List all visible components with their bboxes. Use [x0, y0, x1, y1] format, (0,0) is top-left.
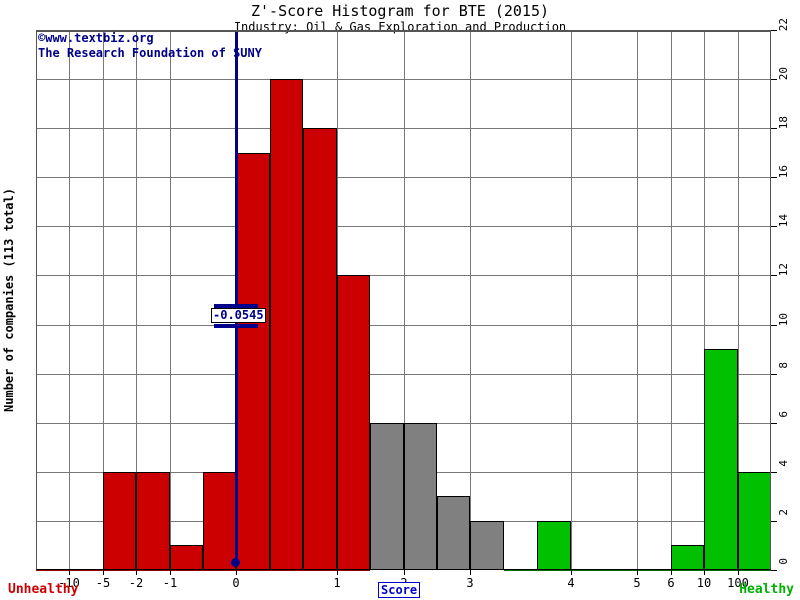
unhealthy-zone-label: Unhealthy: [8, 582, 79, 597]
histogram-bar: [370, 422, 404, 570]
y-tick-mark-4: [771, 471, 777, 473]
x-tick-mark--1: [170, 570, 171, 575]
histogram-bar: [537, 520, 571, 570]
y-tick-mark-12: [771, 275, 777, 277]
y-tick-mark-22: [771, 30, 777, 31]
x-tick-mark--5: [103, 570, 104, 575]
y-tick-label-14: 14: [777, 214, 790, 228]
gridline-y-14: [36, 226, 771, 228]
y-tick-label-4: 4: [777, 459, 790, 467]
x-tick-mark-4: [571, 570, 572, 575]
histogram-bar: [136, 471, 170, 570]
gridline-x-3: [470, 30, 471, 570]
y-tick-mark-2: [771, 520, 777, 522]
gridline-x-4: [571, 30, 572, 570]
gridline-y-18: [36, 128, 771, 130]
y-tick-label-16: 16: [777, 165, 790, 179]
x-tick-label--1: -1: [162, 576, 178, 590]
y-tick-label-8: 8: [777, 361, 790, 369]
gridline-x--2: [136, 30, 137, 570]
gridline-x-6: [671, 30, 672, 570]
x-tick-mark-10: [704, 570, 705, 575]
score-marker-cap-bottom: [214, 323, 258, 328]
histogram-bar: [236, 152, 270, 570]
x-tick-label-10: 10: [696, 576, 712, 590]
x-tick-label-100: 100: [727, 576, 749, 590]
unhealthy-baseline: [36, 569, 370, 571]
y-tick-mark-6: [771, 422, 777, 424]
x-tick-mark-3: [470, 570, 471, 575]
gridline-y-20: [36, 79, 771, 81]
gridline-y-8: [36, 373, 771, 375]
gridline-x-100: [738, 30, 739, 570]
histogram-bar: [671, 545, 704, 570]
y-tick-label-10: 10: [777, 312, 790, 326]
gridline-x--1: [170, 30, 171, 570]
y-tick-label-20: 20: [777, 67, 790, 81]
histogram-bar: [303, 128, 337, 570]
y-tick-mark-10: [771, 324, 777, 326]
y-tick-mark-14: [771, 226, 777, 228]
histogram-bar: [470, 520, 504, 570]
x-tick-label-1: 1: [333, 576, 341, 590]
gridline-x--5: [103, 30, 104, 570]
x-tick-label-4: 4: [567, 576, 575, 590]
chart-title: Z'-Score Histogram for BTE (2015): [250, 2, 549, 20]
x-tick-mark-2: [404, 570, 405, 575]
histogram-bar: [170, 545, 203, 570]
histogram-bar: [103, 471, 136, 570]
x-tick-mark--2: [136, 570, 137, 575]
histogram-bar: [270, 79, 303, 570]
healthy-zone-label: Healthy: [739, 582, 794, 597]
y-tick-mark-20: [771, 79, 777, 81]
x-axis-label: Score: [378, 582, 421, 598]
y-tick-mark-8: [771, 373, 777, 375]
histogram-bar: [404, 422, 437, 570]
credit-line-2: The Research Foundation of SUNY: [38, 46, 262, 60]
x-tick-label-0: 0: [232, 576, 240, 590]
x-tick-label--5: -5: [95, 576, 111, 590]
y-tick-label-0: 0: [777, 558, 790, 565]
y-axis-label: Number of companies (113 total): [2, 188, 16, 412]
gridline-y-10: [36, 324, 771, 326]
score-marker-cap-top: [214, 303, 258, 308]
histogram-bar: [337, 275, 370, 570]
x-tick-label-5: 5: [633, 576, 641, 590]
gridline-y-16: [36, 177, 771, 179]
credit-line-1: ©www.textbiz.org: [38, 31, 154, 45]
y-tick-label-12: 12: [777, 263, 790, 277]
gridline-x-2: [404, 30, 405, 570]
y-tick-mark-0: [771, 570, 777, 571]
score-marker-value: -0.0545: [211, 307, 266, 323]
plot-area: -0.0545: [36, 30, 771, 571]
gridline-x-10: [704, 30, 705, 570]
x-tick-mark-6: [671, 570, 672, 575]
y-tick-label-6: 6: [777, 410, 790, 418]
gridline-y-12: [36, 275, 771, 277]
x-tick-mark-1: [337, 570, 338, 575]
y-tick-mark-16: [771, 177, 777, 179]
gridline-x--10: [69, 30, 70, 570]
copyright-credit: ©www.textbiz.org The Research Foundation…: [38, 31, 262, 61]
histogram-bar: [738, 471, 771, 570]
y-tick-label-2: 2: [777, 508, 790, 516]
x-tick-label-3: 3: [466, 576, 474, 590]
gridline-x-5: [637, 30, 638, 570]
x-tick-mark-5: [637, 570, 638, 575]
x-tick-label-6: 6: [667, 576, 675, 590]
x-tick-label--2: -2: [128, 576, 144, 590]
x-tick-label--10: -10: [58, 576, 80, 590]
histogram-bar: [704, 349, 738, 570]
y-tick-label-18: 18: [777, 116, 790, 130]
y-tick-label-22: 22: [777, 18, 790, 32]
histogram-bar: [203, 471, 236, 570]
score-marker-dot: [231, 558, 240, 567]
score-marker-line: [235, 30, 238, 562]
y-tick-mark-18: [771, 128, 777, 130]
x-tick-mark-0: [236, 570, 237, 575]
x-tick-mark--10: [69, 570, 70, 575]
x-tick-mark-100: [738, 570, 739, 575]
histogram-bar: [437, 496, 470, 570]
